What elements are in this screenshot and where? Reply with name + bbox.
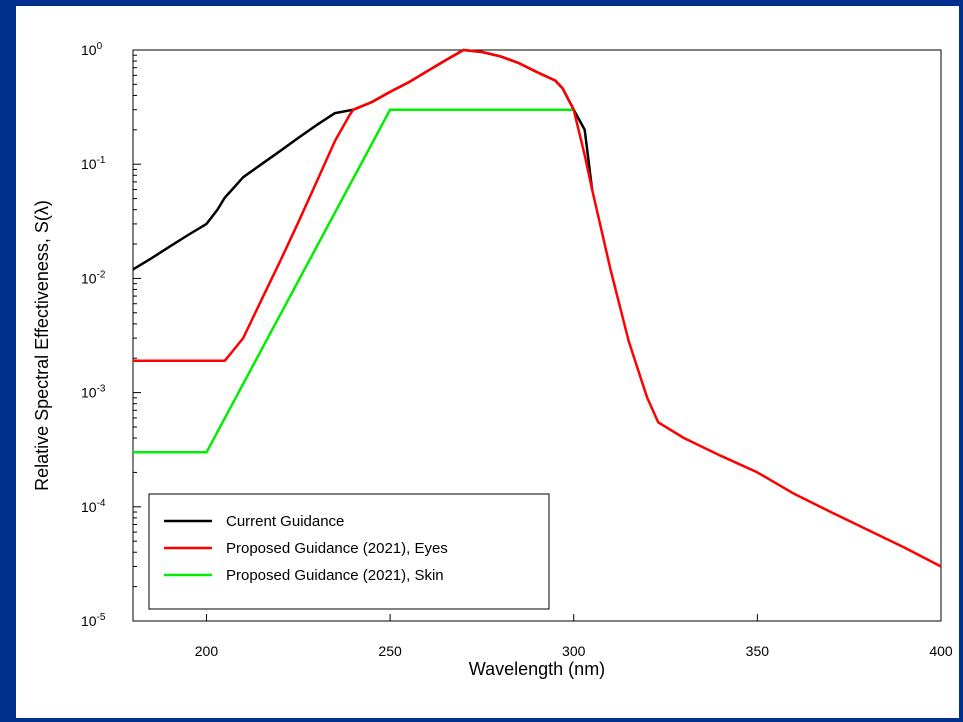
series-line-2: [133, 48, 942, 568]
x-ticks: 200 250 300 350 400: [195, 614, 953, 659]
legend-label-2: Proposed Guidance (2021), Eyes: [226, 540, 448, 557]
x-tick-label: 200: [195, 643, 219, 659]
y-tick-label: 10-3: [81, 384, 106, 401]
x-axis-title: Wavelength (nm): [469, 659, 605, 679]
x-tick-label: 400: [929, 643, 953, 659]
legend-label-3: Proposed Guidance (2021), Skin: [226, 567, 444, 584]
y-tick-label: 10-4: [81, 498, 106, 515]
y-tick-label: 10-1: [81, 155, 106, 172]
y-axis-title: Relative Spectral Effectiveness, S(λ): [32, 200, 52, 491]
x-tick-label: 300: [562, 643, 586, 659]
legend-label-1: Current Guidance: [226, 513, 344, 530]
chart-frame: 100 10-1 10-2 10-3 10-4 10-5 200 250 300 350 400 …: [16, 6, 959, 718]
y-ticks: 100 10-1 10-2 10-3 10-4 10-5: [81, 41, 141, 629]
series-lines: [132, 48, 942, 568]
y-tick-label: 100: [81, 41, 103, 58]
legend: Current Guidance Proposed Guidance (2021)…: [148, 493, 550, 610]
legend-box: [148, 493, 550, 610]
y-tick-label: 10-5: [81, 612, 106, 629]
y-tick-label: 10-2: [81, 269, 106, 286]
x-tick-label: 350: [746, 643, 770, 659]
series-line-3: [133, 108, 574, 454]
plot-area: [132, 49, 942, 622]
x-tick-label: 250: [378, 643, 402, 659]
